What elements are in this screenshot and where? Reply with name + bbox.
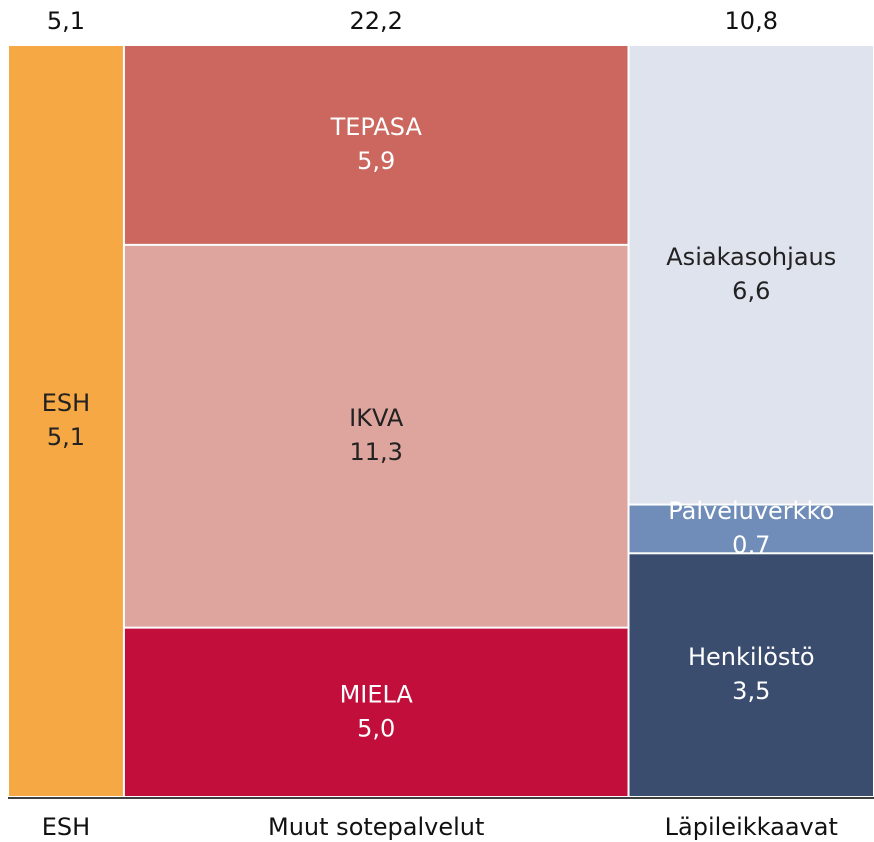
- segment: [629, 505, 873, 553]
- segment-name: MIELA: [340, 680, 414, 708]
- column-total-label: 10,8: [725, 7, 778, 35]
- segment-name: TEPASA: [330, 113, 423, 141]
- column-label: ESH: [42, 813, 90, 841]
- segment-name: ESH: [42, 389, 90, 417]
- segment-name: Henkilöstö: [688, 643, 815, 671]
- segment-value: 11,3: [350, 438, 403, 466]
- segment: [9, 46, 123, 796]
- segment: [629, 554, 873, 796]
- segment-value: 5,0: [357, 714, 395, 742]
- segment-name: Palveluverkko: [668, 497, 834, 525]
- segment-value: 5,9: [357, 147, 395, 175]
- segment-value: 3,5: [732, 677, 770, 705]
- segment: [124, 46, 628, 244]
- column-label: Muut sotepalvelut: [268, 813, 484, 841]
- segment-name: Asiakasohjaus: [666, 243, 836, 271]
- column-total-label: 5,1: [47, 7, 85, 35]
- segment: [629, 46, 873, 504]
- column-total-label: 22,2: [350, 7, 403, 35]
- segment: [124, 245, 628, 627]
- segment-name: IKVA: [349, 404, 404, 432]
- column-label: Läpileikkaavat: [665, 813, 838, 841]
- segment-value: 6,6: [732, 277, 770, 305]
- segment-value: 0,7: [732, 531, 770, 559]
- segment-value: 5,1: [47, 423, 85, 451]
- segment: [124, 628, 628, 796]
